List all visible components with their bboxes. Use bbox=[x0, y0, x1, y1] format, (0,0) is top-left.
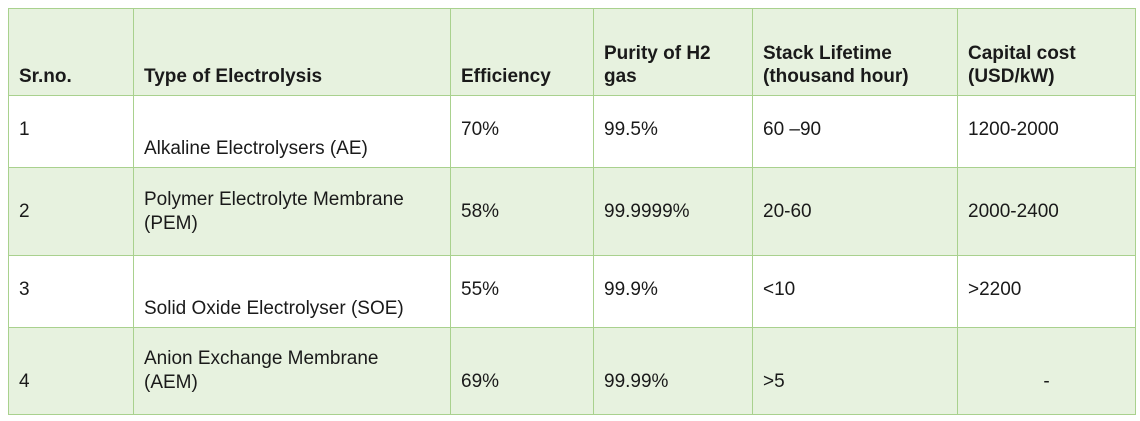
cell: 2 bbox=[8, 167, 134, 256]
header-cell: Stack Lifetime (thousand hour) bbox=[752, 8, 958, 96]
cell: 99.99% bbox=[593, 327, 753, 415]
cell: 20-60 bbox=[752, 167, 958, 256]
cell: 2000-2400 bbox=[957, 167, 1136, 256]
cell: Polymer Electrolyte Membrane (PEM) bbox=[133, 167, 451, 256]
cell: 4 bbox=[8, 327, 134, 415]
cell: 1200-2000 bbox=[957, 95, 1136, 168]
cell: 99.9999% bbox=[593, 167, 753, 256]
cell: Solid Oxide Electrolyser (SOE) bbox=[133, 255, 451, 328]
row: 4 Anion Exchange Membrane (AEM) 69% 99.9… bbox=[8, 327, 1136, 415]
cell: 60 –90 bbox=[752, 95, 958, 168]
cell: 70% bbox=[450, 95, 594, 168]
header-cell: Type of Electrolysis bbox=[133, 8, 451, 96]
cell: >5 bbox=[752, 327, 958, 415]
cell: - bbox=[957, 327, 1136, 415]
row: 2 Polymer Electrolyte Membrane (PEM) 58%… bbox=[8, 167, 1136, 256]
cell: 1 bbox=[8, 95, 134, 168]
cell: >2200 bbox=[957, 255, 1136, 328]
cell: Anion Exchange Membrane (AEM) bbox=[133, 327, 451, 415]
cell: <10 bbox=[752, 255, 958, 328]
cell: 69% bbox=[450, 327, 594, 415]
electrolysis-table: Sr.no. Type of Electrolysis Efficiency P… bbox=[8, 8, 1136, 415]
cell: 55% bbox=[450, 255, 594, 328]
cell: 99.9% bbox=[593, 255, 753, 328]
header-cell: Purity of H2 gas bbox=[593, 8, 753, 96]
header-cell: Capital cost (USD/kW) bbox=[957, 8, 1136, 96]
row: 1 Alkaline Electrolysers (AE) 70% 99.5% … bbox=[8, 95, 1136, 168]
cell: Alkaline Electrolysers (AE) bbox=[133, 95, 451, 168]
header-cell: Sr.no. bbox=[8, 8, 134, 96]
cell: 3 bbox=[8, 255, 134, 328]
cell: 58% bbox=[450, 167, 594, 256]
row: 3 Solid Oxide Electrolyser (SOE) 55% 99.… bbox=[8, 255, 1136, 328]
cell: 99.5% bbox=[593, 95, 753, 168]
header-row: Sr.no. Type of Electrolysis Efficiency P… bbox=[8, 8, 1136, 96]
header-cell: Efficiency bbox=[450, 8, 594, 96]
